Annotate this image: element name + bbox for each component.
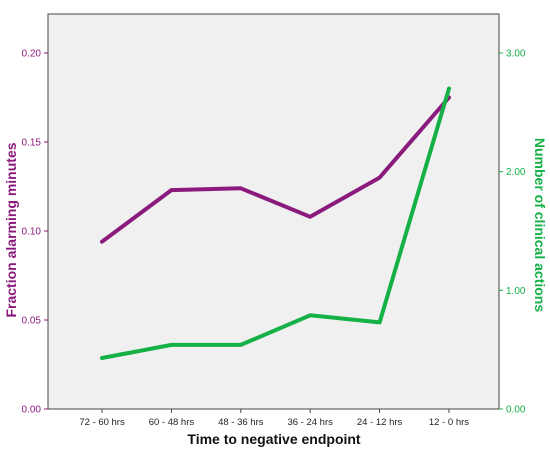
x-tick-label: 72 - 60 hrs — [79, 417, 125, 428]
fraction-alarming-line — [100, 95, 451, 244]
right-tick-label: 1.00 — [506, 286, 526, 297]
left-tick-label: 0.05 — [22, 316, 42, 327]
x-tick-label: 60 - 48 hrs — [149, 417, 195, 428]
left-axis: 0.00 0.05 0.10 0.15 0.20 — [22, 49, 48, 416]
right-tick-label: 2.00 — [506, 167, 526, 178]
y-right-axis-label: Number of clinical actions — [532, 138, 548, 312]
left-tick-label: 0.15 — [22, 138, 42, 149]
series-layer — [100, 86, 451, 360]
left-tick-label: 0.10 — [22, 227, 42, 238]
x-tick-label: 24 - 12 hrs — [357, 417, 403, 428]
x-tick-label: 12 - 0 hrs — [429, 417, 469, 428]
x-axis: 72 - 60 hrs 60 - 48 hrs 48 - 36 hrs 36 - 24… — [79, 409, 469, 428]
left-tick-label: 0.20 — [22, 49, 42, 60]
right-axis: 0.00 1.00 2.00 3.00 — [499, 49, 526, 416]
right-tick-label: 3.00 — [506, 49, 526, 60]
x-axis-label: Time to negative endpoint — [187, 431, 361, 447]
x-tick-label: 48 - 36 hrs — [218, 417, 264, 428]
x-tick-label: 36 - 24 hrs — [287, 417, 333, 428]
left-tick-label: 0.00 — [22, 405, 42, 416]
clinical-actions-line — [100, 86, 451, 360]
plot-area — [47, 13, 500, 410]
right-tick-label: 0.00 — [506, 405, 526, 416]
y-left-axis-label: Fraction alarming minutes — [3, 142, 19, 317]
